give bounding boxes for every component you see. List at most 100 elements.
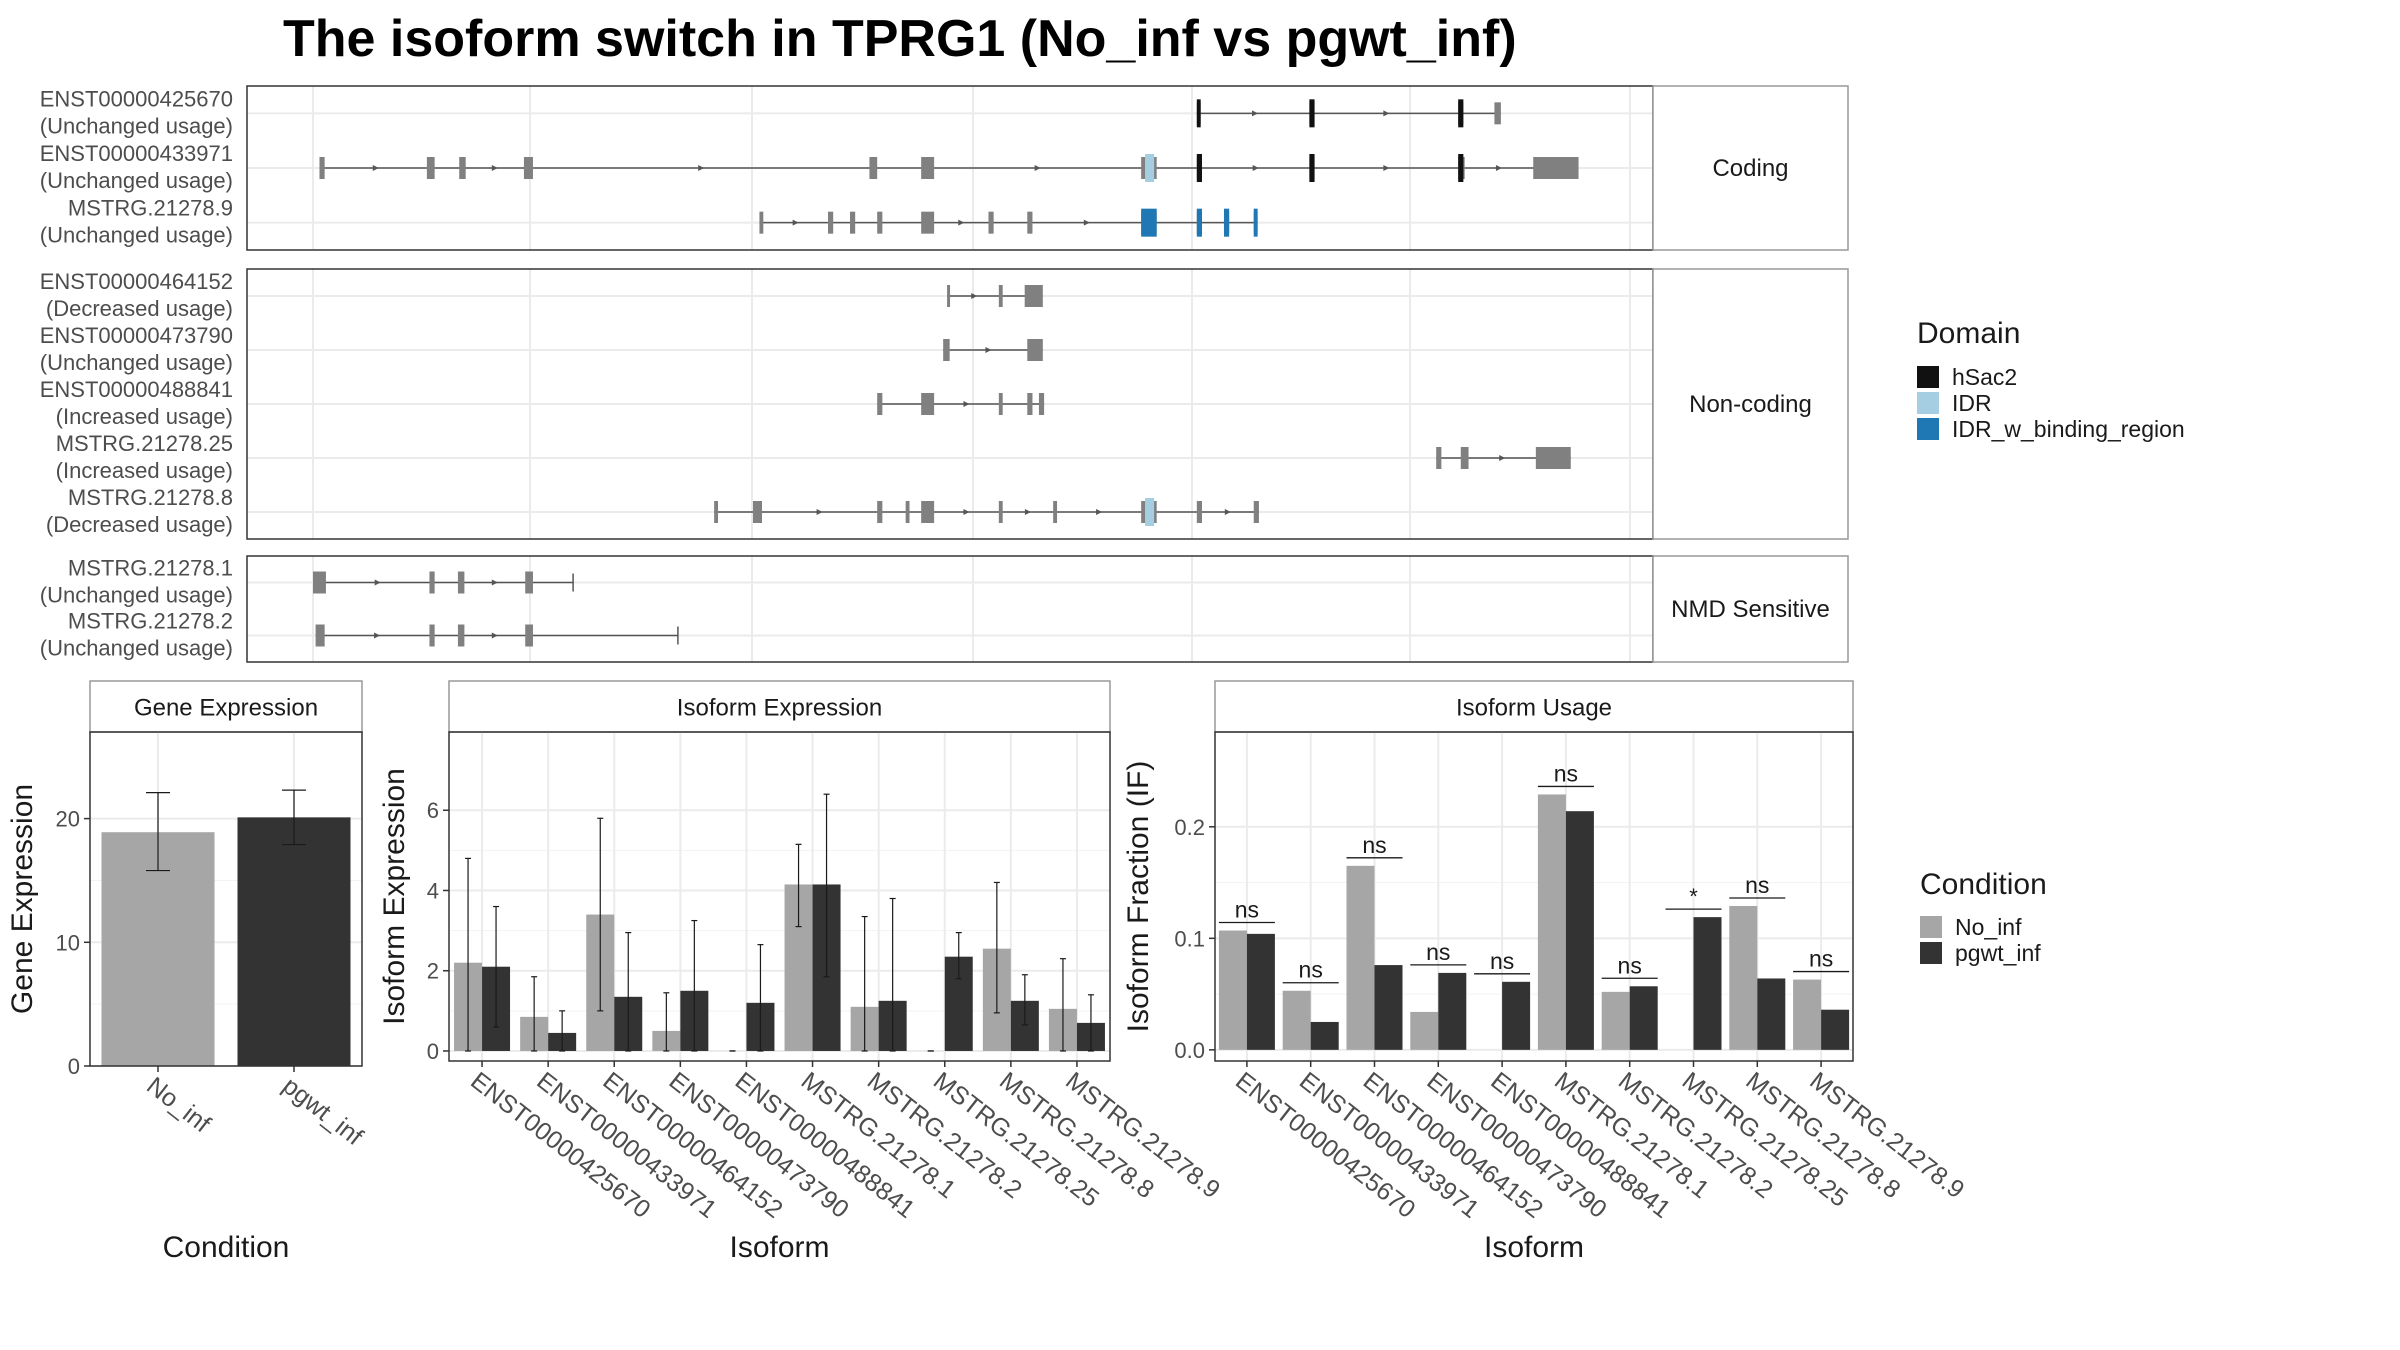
transcript-id-label: MSTRG.21278.2 (68, 609, 233, 634)
domain-hsac2 (1309, 154, 1315, 182)
y-tick-label: 20 (56, 807, 80, 832)
exon (921, 393, 935, 415)
y-tick-label: 4 (427, 878, 439, 903)
exon (850, 211, 856, 234)
legend-title: Domain (1917, 317, 2020, 350)
transcript-usage-label: (Unchanged usage) (40, 168, 233, 193)
direction-arrow (1383, 165, 1390, 171)
legend-label: No_inf (1955, 914, 2022, 940)
direction-arrow (1252, 165, 1259, 171)
significance-label: ns (1809, 946, 1833, 972)
exon (988, 211, 994, 234)
direction-arrow (372, 165, 379, 171)
exon (315, 624, 325, 647)
exon (1436, 447, 1442, 469)
direction-arrow (1499, 455, 1506, 461)
exon (998, 501, 1003, 523)
direction-arrow (1024, 509, 1031, 515)
direction-arrow (1083, 219, 1090, 226)
x-axis-title: Condition (163, 1231, 290, 1264)
exon (1038, 393, 1045, 415)
domain-hsac2 (1196, 99, 1201, 128)
isoform-usage-chart: Isoform Usage ns ns ns ns ns ns ns * ns ns 0.0 0.1 0.… (1122, 680, 1969, 1264)
transcript-panel-coding: ENST00000425670(Unchanged usage)ENST0000… (40, 85, 1849, 251)
transcript-row: ENST00000433971(Unchanged usage) (40, 141, 1653, 193)
transcript-id-label: MSTRG.21278.8 (68, 485, 233, 510)
transcript-row: MSTRG.21278.25(Increased usage) (56, 431, 1653, 483)
transcript-row: ENST00000464152(Decreased usage) (40, 269, 1653, 321)
y-tick-label: 0.1 (1174, 926, 1205, 951)
exon (1027, 339, 1043, 361)
bar (1310, 1021, 1339, 1050)
bar (1793, 979, 1822, 1050)
exon (459, 157, 466, 179)
exon (921, 501, 935, 523)
exon (319, 157, 325, 179)
domain-hsac2 (1458, 99, 1464, 128)
bar (237, 817, 351, 1066)
exon (759, 211, 764, 234)
domain-hsac2 (1196, 154, 1202, 182)
direction-arrow (963, 401, 970, 407)
y-axis-title: Gene Expression (6, 784, 39, 1014)
direction-arrow (1252, 110, 1259, 117)
y-tick-label: 2 (427, 959, 439, 984)
transcript-row: ENST00000425670(Unchanged usage) (40, 86, 1653, 138)
bar (1218, 930, 1247, 1050)
transcript-usage-label: (Unchanged usage) (40, 223, 233, 248)
bar (1438, 972, 1467, 1050)
domain-idr-w-binding-region (1196, 208, 1202, 237)
bar (1601, 991, 1630, 1050)
panel-strip (1652, 555, 1849, 663)
legend-key (1917, 392, 1939, 414)
bar (1537, 794, 1566, 1050)
exon (1027, 393, 1033, 415)
exon (869, 157, 878, 179)
exon (523, 157, 533, 179)
significance-label: ns (1299, 957, 1323, 983)
transcript-id-label: ENST00000425670 (40, 86, 233, 111)
bar (1693, 917, 1722, 1050)
transcript-row: MSTRG.21278.2(Unchanged usage) (40, 609, 1653, 661)
exon (426, 157, 435, 179)
exon (313, 571, 326, 594)
x-axis-title: Isoform (729, 1231, 829, 1264)
significance-label: ns (1362, 832, 1386, 858)
panel-border (448, 731, 1111, 1062)
direction-arrow (491, 165, 498, 171)
bar (1729, 905, 1758, 1050)
panel-strip (1652, 268, 1849, 540)
transcript-row: MSTRG.21278.9(Unchanged usage) (40, 196, 1653, 248)
transcript-structure-plot: ENST00000425670(Unchanged usage)ENST0000… (40, 85, 1849, 663)
chart-title: Isoform Expression (677, 695, 882, 722)
transcript-row: MSTRG.21278.8(Decreased usage) (46, 485, 1653, 537)
bar (1565, 811, 1594, 1050)
direction-arrow (985, 347, 992, 353)
transcript-panel-nmd-sensitive: MSTRG.21278.1(Unchanged usage)MSTRG.2127… (40, 555, 1849, 663)
exon (752, 501, 763, 523)
bar (1410, 1011, 1439, 1050)
transcript-usage-label: (Unchanged usage) (40, 583, 233, 608)
legend-key (1917, 366, 1939, 388)
exon (457, 571, 465, 594)
transcript-id-label: ENST00000488841 (40, 377, 233, 402)
transcript-id-label: ENST00000433971 (40, 141, 233, 166)
domain-idr-w-binding-region (1253, 208, 1258, 237)
transcript-panel-non-coding: ENST00000464152(Decreased usage) ENST0000… (40, 268, 1849, 540)
bar (1374, 965, 1403, 1050)
direction-arrow (1034, 165, 1041, 171)
bar (101, 832, 215, 1066)
exon (998, 285, 1003, 307)
exon (429, 571, 435, 594)
significance-label: ns (1490, 948, 1514, 974)
exon (429, 624, 435, 647)
chart-title: Gene Expression (134, 695, 318, 722)
x-tick-label: No_inf (141, 1072, 215, 1139)
exon (1253, 501, 1259, 523)
transcript-id-label: MSTRG.21278.25 (56, 431, 233, 456)
bar (1246, 933, 1275, 1050)
legend-title: Condition (1920, 868, 2047, 901)
panel-strip-label: NMD Sensitive (1671, 596, 1830, 623)
transcript-usage-label: (Unchanged usage) (40, 113, 233, 138)
